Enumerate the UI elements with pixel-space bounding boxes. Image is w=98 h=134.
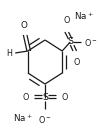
Text: S: S: [42, 94, 48, 103]
Text: H: H: [6, 49, 12, 57]
Text: O$^-$: O$^-$: [84, 36, 97, 47]
Text: Na$^+$: Na$^+$: [13, 112, 32, 124]
Text: O: O: [22, 92, 29, 101]
Text: S: S: [67, 38, 73, 46]
Text: Na$^+$: Na$^+$: [74, 10, 94, 22]
Text: O: O: [64, 16, 70, 25]
Text: O: O: [61, 92, 68, 101]
Text: O$^-$: O$^-$: [38, 114, 52, 125]
Text: O: O: [21, 21, 28, 30]
Text: O: O: [73, 58, 80, 67]
